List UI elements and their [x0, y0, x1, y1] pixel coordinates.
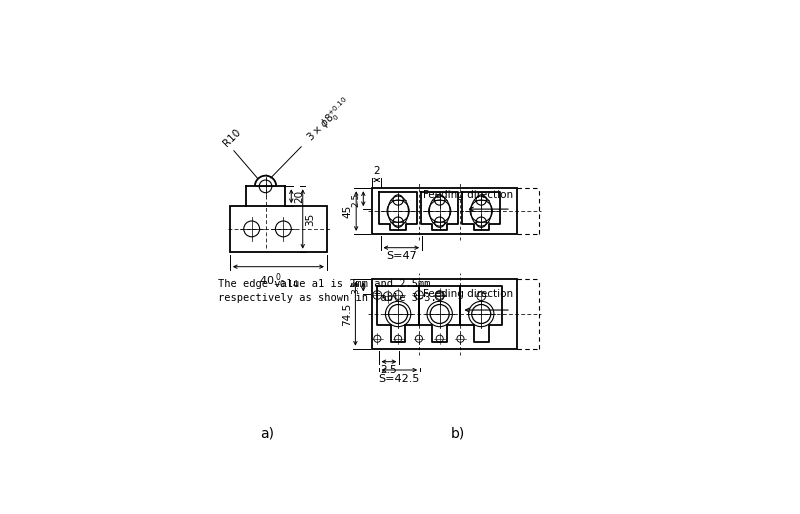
Text: 2.5: 2.5: [351, 193, 361, 207]
Text: Feeding direction: Feeding direction: [422, 289, 513, 299]
Text: 3.5: 3.5: [351, 280, 361, 294]
Text: S=42.5: S=42.5: [378, 374, 420, 384]
Text: R10: R10: [222, 127, 242, 149]
Text: $40^{\ 0}_{-0.14}$: $40^{\ 0}_{-0.14}$: [258, 271, 298, 291]
Text: 74.5: 74.5: [342, 302, 352, 325]
Bar: [373, 188, 517, 234]
Text: 20: 20: [294, 190, 304, 203]
Bar: [230, 206, 327, 252]
Text: $3\times\phi8^{+0.10}_{0}$: $3\times\phi8^{+0.10}_{0}$: [302, 94, 354, 146]
Bar: [373, 280, 517, 348]
Text: 2.5: 2.5: [381, 365, 398, 375]
Text: S=47: S=47: [386, 251, 417, 261]
Text: a): a): [261, 427, 274, 440]
Text: 35: 35: [306, 212, 315, 226]
Text: b): b): [450, 427, 465, 440]
Text: 2: 2: [374, 167, 380, 176]
Text: The edge value a1 is 2mm and 2.5mm
respectively as shown in Table 3-3.: The edge value a1 is 2mm and 2.5mm respe…: [218, 279, 437, 303]
Text: Feeding direction: Feeding direction: [422, 190, 513, 200]
Text: 45: 45: [342, 205, 353, 218]
